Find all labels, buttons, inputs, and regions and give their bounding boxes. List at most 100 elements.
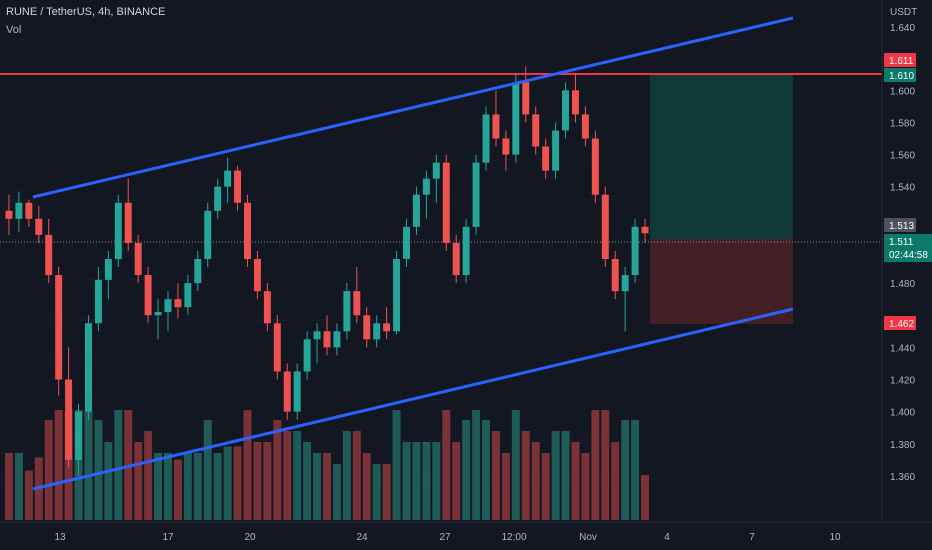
candle-body — [462, 226, 470, 276]
volume-bar — [551, 431, 560, 520]
volume-bar — [223, 446, 232, 520]
time-label: 4 — [664, 532, 670, 543]
time-label: 17 — [162, 532, 174, 543]
candle-body — [412, 194, 420, 227]
candle-body — [164, 299, 172, 313]
current-marker-tag — [884, 218, 916, 232]
volume-bar — [362, 453, 371, 520]
candle-body — [333, 331, 341, 348]
candle-body — [283, 371, 291, 412]
candle-body — [562, 90, 570, 131]
volume-bar — [323, 453, 331, 520]
volume-bar — [392, 410, 401, 520]
volume-bar — [263, 442, 272, 520]
price-label: 1.540 — [890, 183, 915, 194]
stop-tag — [884, 316, 916, 330]
candle-body — [552, 130, 560, 171]
candle-body — [641, 226, 649, 234]
volume-bar — [561, 431, 570, 520]
volume-bar — [144, 431, 153, 520]
candle-body — [492, 114, 500, 139]
resistance-tag — [884, 53, 916, 67]
candle-body — [601, 194, 609, 259]
volume-bar — [4, 453, 13, 520]
volume-bar — [54, 410, 63, 520]
candle-body — [244, 202, 251, 259]
candle-body — [124, 202, 132, 243]
volume-bar — [273, 420, 282, 520]
price-label: 1.440 — [890, 343, 915, 354]
grid — [0, 39, 882, 481]
volume-bar — [412, 442, 421, 520]
candle-body — [214, 186, 222, 211]
candle-body — [25, 202, 33, 219]
time-label: 27 — [439, 532, 451, 543]
time-label: 13 — [54, 532, 66, 543]
volume-bar — [382, 464, 391, 520]
target-tag — [884, 68, 916, 82]
volume-bar — [114, 410, 123, 520]
candle-body — [502, 138, 510, 155]
volume-bar — [94, 420, 103, 520]
candle-body — [184, 283, 192, 308]
candle-body — [55, 275, 63, 380]
volume-bar — [243, 410, 252, 520]
candle-body — [174, 299, 182, 308]
price-labels: 1.600 1.580 1.560 1.540 1.480 1.440 1.420 1.400… — [890, 86, 915, 483]
candle-body — [472, 162, 480, 227]
candle-body — [134, 242, 142, 276]
candle-body — [442, 162, 450, 243]
candle-body — [114, 202, 122, 259]
volume-bar — [372, 464, 381, 520]
volume-bar — [601, 410, 610, 520]
candle-body — [532, 114, 540, 147]
price-axis-panel — [882, 0, 932, 550]
volume-bar — [154, 453, 163, 520]
candle-body — [621, 275, 629, 292]
candle-body — [313, 331, 321, 340]
channel-upper-line[interactable] — [32, 16, 794, 199]
candle-body — [65, 379, 73, 460]
price-label: 1.560 — [890, 151, 915, 162]
time-label: 7 — [749, 532, 755, 543]
volume-bar — [611, 442, 620, 520]
volume-bar — [432, 442, 441, 520]
volume-bar — [303, 442, 312, 520]
candle-body — [373, 323, 381, 340]
volume-bar — [501, 453, 510, 520]
volume-bar — [462, 420, 471, 520]
time-label: 20 — [244, 532, 256, 543]
candle-body — [522, 82, 530, 115]
volume-bar — [233, 446, 242, 520]
volume-bar — [422, 442, 431, 520]
volume-bar — [313, 453, 322, 520]
volume-bar — [531, 442, 540, 520]
volume-bar — [44, 420, 53, 520]
price-label: 1.420 — [890, 376, 915, 387]
countdown-text: 02:44:58 — [889, 250, 928, 261]
channel-lower-line[interactable] — [32, 307, 794, 491]
volume-bar — [511, 410, 520, 520]
price-label: 1.400 — [890, 408, 915, 419]
symbol-title: RUNE / TetherUS, 4h, BINANCE — [6, 6, 166, 18]
candle-body — [35, 218, 43, 235]
price-label: 1.480 — [890, 279, 915, 290]
candle-body — [75, 411, 83, 460]
candle-body — [542, 146, 550, 171]
volume-bar — [104, 442, 113, 520]
candle-body — [581, 114, 589, 139]
current-marker-text: 1.513 — [889, 221, 914, 232]
candle-body — [363, 315, 371, 340]
candle-body — [571, 90, 579, 115]
volume-bar — [621, 420, 630, 520]
stop-tag-text: 1.462 — [889, 319, 914, 330]
candle-body — [253, 259, 261, 292]
candle-body — [323, 331, 331, 348]
volume-bar — [164, 453, 172, 520]
price-label: 1.380 — [890, 440, 915, 451]
candle-body — [353, 291, 361, 316]
candle-body — [224, 170, 232, 187]
volume-bar — [641, 475, 650, 520]
candle-body — [45, 234, 53, 276]
